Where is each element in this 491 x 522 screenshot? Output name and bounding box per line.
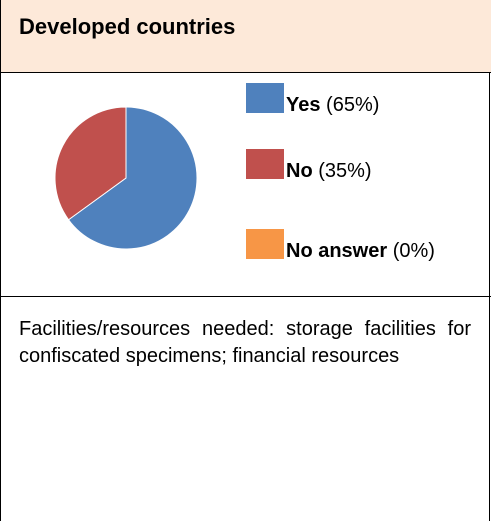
chart-area: Yes (65%) No (35%) No answer (0%) — [1, 73, 491, 297]
legend-percent-no-answer: (0%) — [392, 240, 435, 262]
pie-slice-no — [54, 106, 127, 221]
legend-swatch-yes — [246, 83, 284, 113]
legend-swatch-no — [246, 149, 284, 179]
legend-percent-yes: (65%) — [326, 94, 380, 116]
legend-text-no: No (35%) — [286, 160, 372, 183]
legend-item-no: No (35%) — [246, 149, 372, 183]
comment-text: Facilities/resources needed: storage fac… — [19, 318, 471, 367]
legend-text-yes: Yes (65%) — [286, 94, 379, 117]
legend-percent-no: (35%) — [318, 160, 372, 182]
legend-item-no-answer: No answer (0%) — [246, 229, 435, 263]
pie-slice-yes — [67, 106, 198, 250]
header-title: Developed countries — [19, 14, 236, 39]
legend-text-no-answer: No answer (0%) — [286, 240, 435, 263]
legend-item-yes: Yes (65%) — [246, 83, 379, 117]
legend-label-yes: Yes — [286, 94, 321, 116]
legend-label-no-answer: No answer — [286, 240, 388, 262]
pie-chart — [54, 106, 198, 250]
legend-label-no: No — [286, 160, 313, 182]
legend-swatch-no-answer — [246, 229, 284, 259]
table-header: Developed countries — [1, 0, 491, 73]
